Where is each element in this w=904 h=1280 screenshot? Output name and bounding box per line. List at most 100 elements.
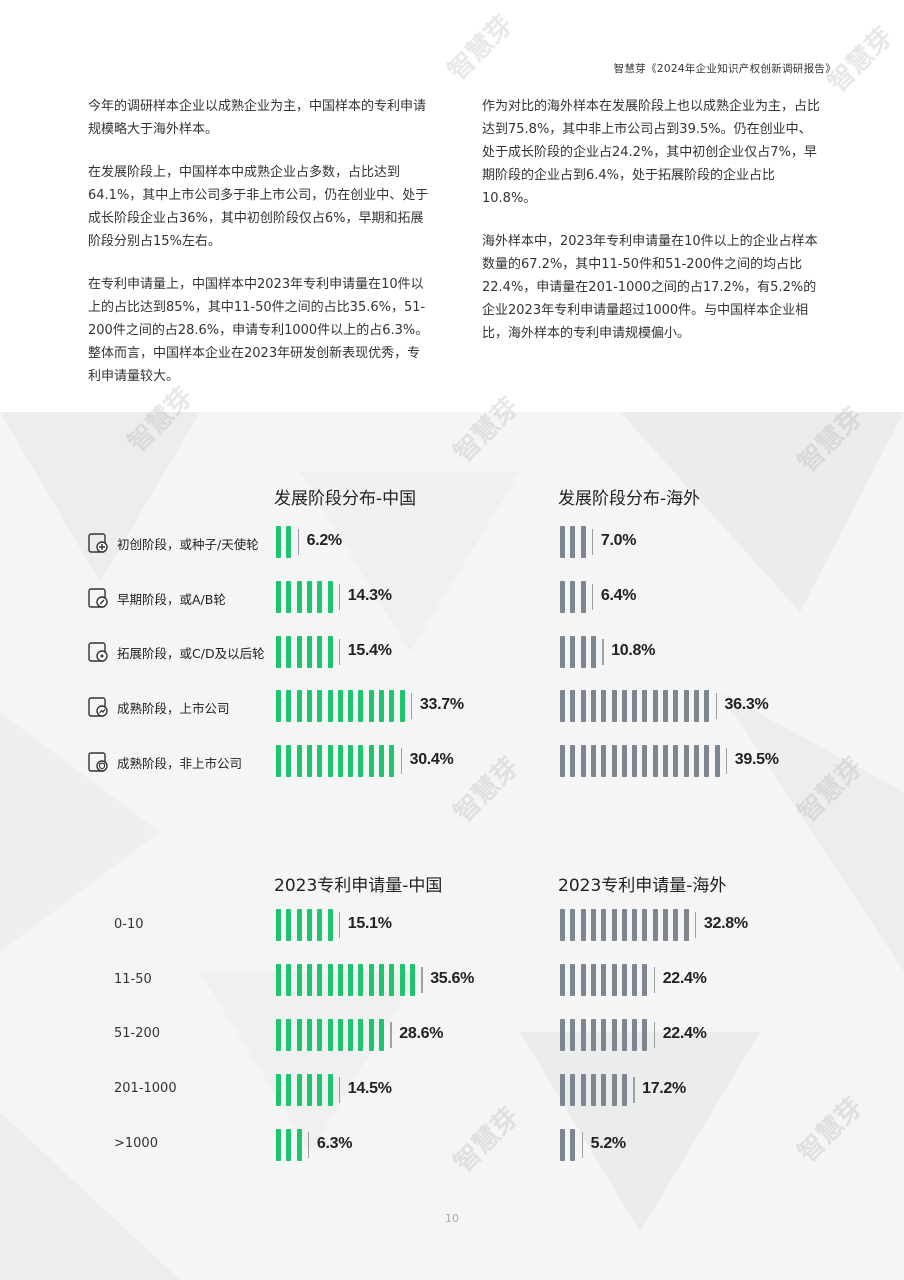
bar-segment [621, 909, 627, 941]
stage-label-text: 成熟阶段，上市公司 [117, 700, 230, 716]
bar-value-label: 6.4% [600, 587, 637, 604]
bar-segment [601, 964, 607, 996]
text-column-right: 作为对比的海外样本在发展阶段上也以成熟企业为主，占比达到75.8%，其中非上市公… [482, 95, 822, 365]
bar-segment [306, 581, 312, 613]
bar-end-tick [653, 967, 656, 993]
bar-segment [642, 1019, 648, 1051]
bar-segment [570, 1019, 576, 1051]
chart-title-patent-china: 2023专利申请量-中国 [274, 876, 443, 896]
bar-segment [276, 909, 281, 941]
bar-segment [590, 636, 596, 668]
bar-segment [358, 964, 364, 996]
patent-category-label: 0-10 [114, 917, 144, 932]
bar-segment [601, 745, 607, 777]
bar-value-label: 33.7% [419, 696, 464, 713]
patent-category-label: 51-200 [114, 1026, 161, 1041]
bar-value-label: 22.4% [662, 1025, 707, 1042]
bar-segment [306, 1019, 312, 1051]
bar-segment [276, 526, 281, 558]
bar-end-tick [694, 912, 697, 938]
bar-segment [296, 1074, 302, 1106]
bar-segment [327, 909, 333, 941]
bar-segment [611, 690, 617, 722]
bar-segment [296, 1129, 302, 1161]
bar-segment [306, 909, 312, 941]
bar-segment [286, 581, 292, 613]
bar-end-tick [338, 639, 341, 665]
bar-segment [379, 690, 384, 722]
bar-end-tick [410, 693, 413, 719]
bar-segment [590, 1019, 596, 1051]
bar-segment [327, 1019, 333, 1051]
bar-segment [611, 1019, 617, 1051]
chart-title-stage-china: 发展阶段分布-中国 [274, 489, 417, 509]
bar-row: 22.4% [560, 1019, 733, 1051]
bar-segment [560, 964, 565, 996]
bar-segment [663, 745, 668, 777]
bar-segment [327, 1074, 333, 1106]
bar-end-tick [591, 529, 594, 555]
bar-value-label: 22.4% [662, 970, 707, 987]
bar-value-label: 17.2% [642, 1080, 686, 1097]
bar-end-tick [581, 1132, 584, 1158]
bar-segment [621, 964, 627, 996]
bar-segment [358, 690, 364, 722]
bar-end-tick [633, 1077, 635, 1103]
bar-segment [683, 909, 689, 941]
bar-segment [368, 1019, 374, 1051]
bar-segment [570, 581, 576, 613]
bar-segment [337, 690, 343, 722]
bar-segment [611, 964, 617, 996]
stage-label-unlisted: 成熟阶段，非上市公司 [86, 750, 242, 774]
bar-value-label: 6.2% [306, 532, 343, 549]
bar-segment [286, 745, 292, 777]
bar-segment [580, 581, 586, 613]
bar-segment [317, 690, 323, 722]
bar-segment [621, 1074, 627, 1106]
bar-segment [570, 909, 576, 941]
bar-segment [663, 909, 668, 941]
bar-segment [611, 1074, 617, 1106]
bar-value-label: 14.3% [347, 587, 392, 604]
bar-segment [683, 745, 689, 777]
bar-segment [621, 1019, 627, 1051]
bar-value-label: 28.6% [399, 1025, 444, 1042]
bar-row: 17.2% [560, 1074, 712, 1106]
bar-segment [693, 745, 699, 777]
paragraph: 作为对比的海外样本在发展阶段上也以成熟企业为主，占比达到75.8%，其中非上市公… [482, 99, 821, 206]
bar-segment [560, 1074, 565, 1106]
bar-segment [276, 964, 281, 996]
bar-segment [570, 1129, 576, 1161]
bar-segment [714, 745, 720, 777]
bar-segment [306, 636, 312, 668]
bar-segment [652, 909, 658, 941]
chart-background [0, 412, 904, 1280]
bar-segment [276, 581, 281, 613]
bar-end-tick [591, 584, 594, 610]
stage-label-text: 拓展阶段，或C/D及以后轮 [117, 645, 265, 661]
bar-segment [560, 526, 565, 558]
bar-segment [570, 1074, 576, 1106]
watermark-text: 智慧芽 [822, 22, 899, 99]
stage-label-text: 初创阶段，或种子/天使轮 [117, 536, 259, 552]
bar-end-tick [400, 748, 403, 774]
bar-row: 15.1% [276, 909, 418, 941]
bar-segment [590, 690, 596, 722]
bar-segment [358, 745, 364, 777]
bar-segment [296, 581, 302, 613]
bar-end-tick [338, 584, 341, 610]
bar-row: 14.5% [276, 1074, 418, 1106]
bar-segment [570, 636, 576, 668]
bar-segment [580, 964, 586, 996]
bar-segment [399, 690, 405, 722]
bar-segment [368, 690, 374, 722]
bar-row: 15.4% [276, 636, 418, 668]
bar-segment [348, 964, 354, 996]
bar-value-label: 36.3% [724, 696, 769, 713]
bar-segment [327, 581, 333, 613]
shield-icon [86, 750, 110, 774]
bar-row: 36.3% [560, 690, 795, 722]
bar-row: 33.7% [276, 690, 490, 722]
text-column-left: 今年的调研样本企业以成熟企业为主，中国样本的专利申请规模略大于海外样本。 在发展… [88, 95, 430, 408]
bar-value-label: 30.4% [409, 751, 454, 768]
